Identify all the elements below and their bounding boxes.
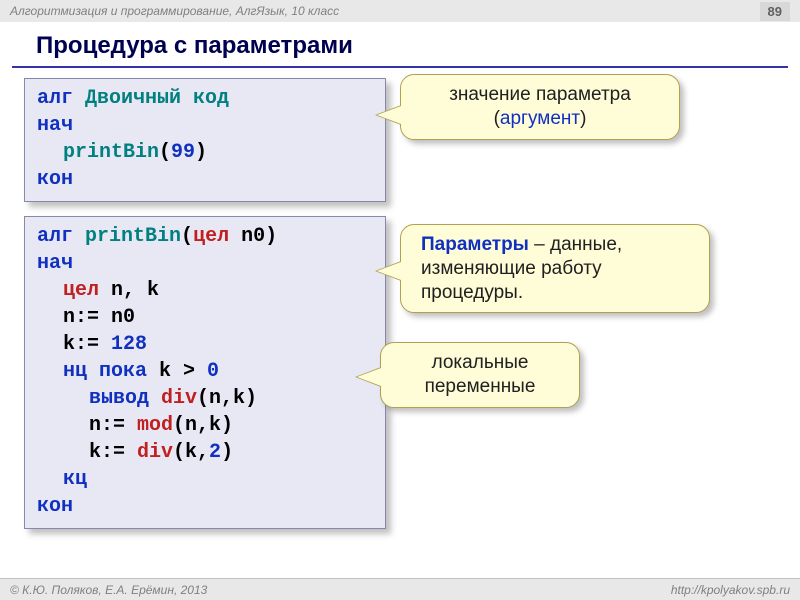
callout-text: Параметры – данные, — [421, 233, 693, 257]
assign: k:= — [89, 441, 125, 464]
paren-open: ( — [181, 225, 193, 248]
paren: ) — [580, 108, 586, 129]
code-line: кон — [37, 166, 373, 193]
callout-text: локальные — [397, 351, 563, 375]
callout-local-vars: локальные переменные — [380, 342, 580, 408]
code-line: вывод div(n,k) — [37, 385, 373, 412]
paren-close: ) — [195, 141, 207, 164]
assign: n:= — [89, 414, 125, 437]
code-line: нач — [37, 112, 373, 139]
paren-close: ) — [221, 441, 233, 464]
args: (k, — [173, 441, 209, 464]
assign: k:= — [63, 333, 99, 356]
course-label: Алгоритмизация и программирование, АлгЯз… — [10, 4, 339, 18]
args: (n,k) — [173, 414, 233, 437]
header-bar: Алгоритмизация и программирование, АлгЯз… — [0, 0, 800, 22]
fn-div: div — [125, 441, 173, 464]
fn-mod: mod — [125, 414, 173, 437]
kw-end-loop: кц — [63, 468, 87, 491]
code-line: n:= n0 — [37, 304, 373, 331]
kw-nach: нач — [37, 114, 73, 137]
kw-loop: нц пока — [63, 360, 147, 383]
arg-value: 99 — [171, 141, 195, 164]
callout-text: процедуры. — [421, 281, 693, 305]
type-int: цел — [63, 279, 99, 302]
callout-parameters: Параметры – данные, изменяющие работу пр… — [400, 224, 710, 313]
num-literal: 128 — [99, 333, 147, 356]
callout-rest: – данные, — [529, 234, 622, 255]
callout-argument: значение параметра (аргумент) — [400, 74, 680, 140]
code-line: алг Двоичный код — [37, 85, 373, 112]
code-line: нач — [37, 250, 373, 277]
fn-call: printBin — [63, 141, 159, 164]
kw-alg: алг — [37, 87, 73, 110]
kw-alg: алг — [37, 225, 73, 248]
term-parameters: Параметры — [421, 234, 529, 255]
code-line: нц пока k > 0 — [37, 358, 373, 385]
paren-close: ) — [265, 225, 277, 248]
callout-text: (аргумент) — [417, 107, 663, 131]
type-int: цел — [193, 225, 229, 248]
code-line: кц — [37, 466, 373, 493]
callout-text: значение параметра — [417, 83, 663, 107]
page-number: 89 — [760, 2, 790, 21]
content-area: алг Двоичный код нач printBin(99) кон ал… — [0, 78, 800, 529]
copyright: © К.Ю. Поляков, Е.А. Ерёмин, 2013 — [10, 583, 207, 597]
page-title: Процедура с параметрами — [12, 22, 788, 68]
source-url: http://kpolyakov.spb.ru — [671, 583, 790, 597]
param-name: n0 — [229, 225, 265, 248]
code-line: цел n, k — [37, 277, 373, 304]
cond: k > — [147, 360, 195, 383]
kw-nach: нач — [37, 252, 73, 275]
args: (n,k) — [197, 387, 257, 410]
paren-open: ( — [159, 141, 171, 164]
assign: n:= n0 — [37, 304, 135, 331]
code-box-procedure: алг printBin(цел n0) нач цел n, k n:= n0… — [24, 216, 386, 529]
callout-tail-icon — [355, 367, 381, 387]
fn-name: printBin — [85, 225, 181, 248]
code-line: printBin(99) — [37, 139, 373, 166]
code-box-main: алг Двоичный код нач printBin(99) кон — [24, 78, 386, 202]
callout-text: переменные — [397, 375, 563, 399]
prog-name: Двоичный код — [85, 87, 229, 110]
kw-kon: кон — [37, 495, 73, 518]
num-literal: 0 — [195, 360, 219, 383]
callout-text: изменяющие работу — [421, 257, 693, 281]
code-line: кон — [37, 493, 373, 520]
code-line: k:= div(k,2) — [37, 439, 373, 466]
code-line: k:= 128 — [37, 331, 373, 358]
kw-kon: кон — [37, 168, 73, 191]
term-argument: аргумент — [500, 108, 580, 129]
var-decl: n, k — [99, 279, 159, 302]
kw-output: вывод — [89, 387, 161, 410]
callout-tail-icon — [375, 105, 401, 125]
code-line: n:= mod(n,k) — [37, 412, 373, 439]
callout-tail-icon — [375, 261, 401, 281]
fn-div: div — [161, 387, 197, 410]
footer-bar: © К.Ю. Поляков, Е.А. Ерёмин, 2013 http:/… — [0, 578, 800, 600]
code-line: алг printBin(цел n0) — [37, 223, 373, 250]
num-literal: 2 — [209, 441, 221, 464]
